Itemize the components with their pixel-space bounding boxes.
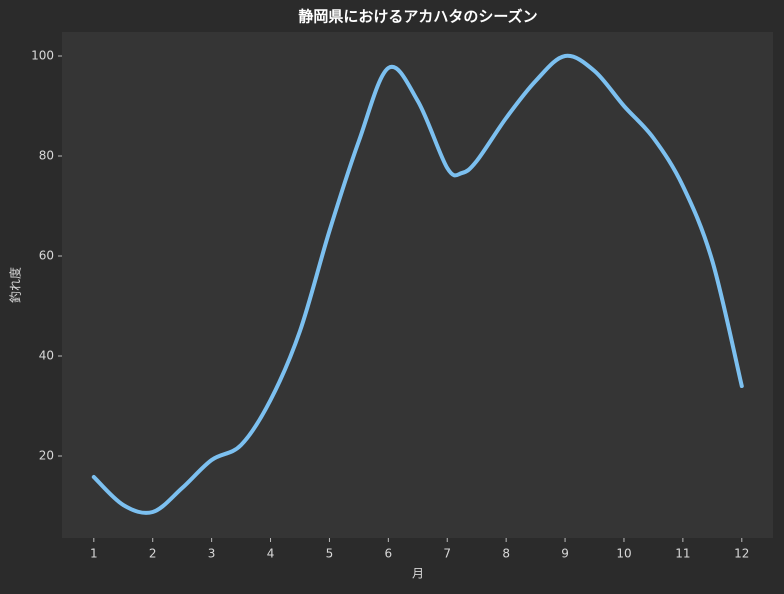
x-tick-label: 12: [734, 547, 749, 561]
plot-area: [62, 32, 773, 538]
x-tick-label: 10: [616, 547, 631, 561]
x-tick-label: 9: [561, 547, 569, 561]
y-tick-label: 80: [39, 149, 54, 163]
y-tick-label: 60: [39, 249, 54, 263]
x-tick-label: 5: [326, 547, 334, 561]
y-tick-label: 20: [39, 449, 54, 463]
x-tick-label: 1: [90, 547, 98, 561]
y-tick-label: 100: [31, 49, 54, 63]
x-tick-label: 8: [502, 547, 510, 561]
x-tick-label: 11: [675, 547, 690, 561]
x-tick-label: 6: [385, 547, 393, 561]
x-tick-label: 7: [443, 547, 451, 561]
chart-title: 静岡県におけるアカハタのシーズン: [298, 8, 537, 26]
x-tick-label: 2: [149, 547, 157, 561]
x-tick-label: 3: [208, 547, 216, 561]
line: [91, 53, 744, 515]
y-axis-label: 釣れ度: [8, 267, 23, 303]
y-tick-label: 40: [39, 349, 54, 363]
x-tick-label: 4: [267, 547, 275, 561]
x-axis-label: 月: [412, 567, 424, 581]
